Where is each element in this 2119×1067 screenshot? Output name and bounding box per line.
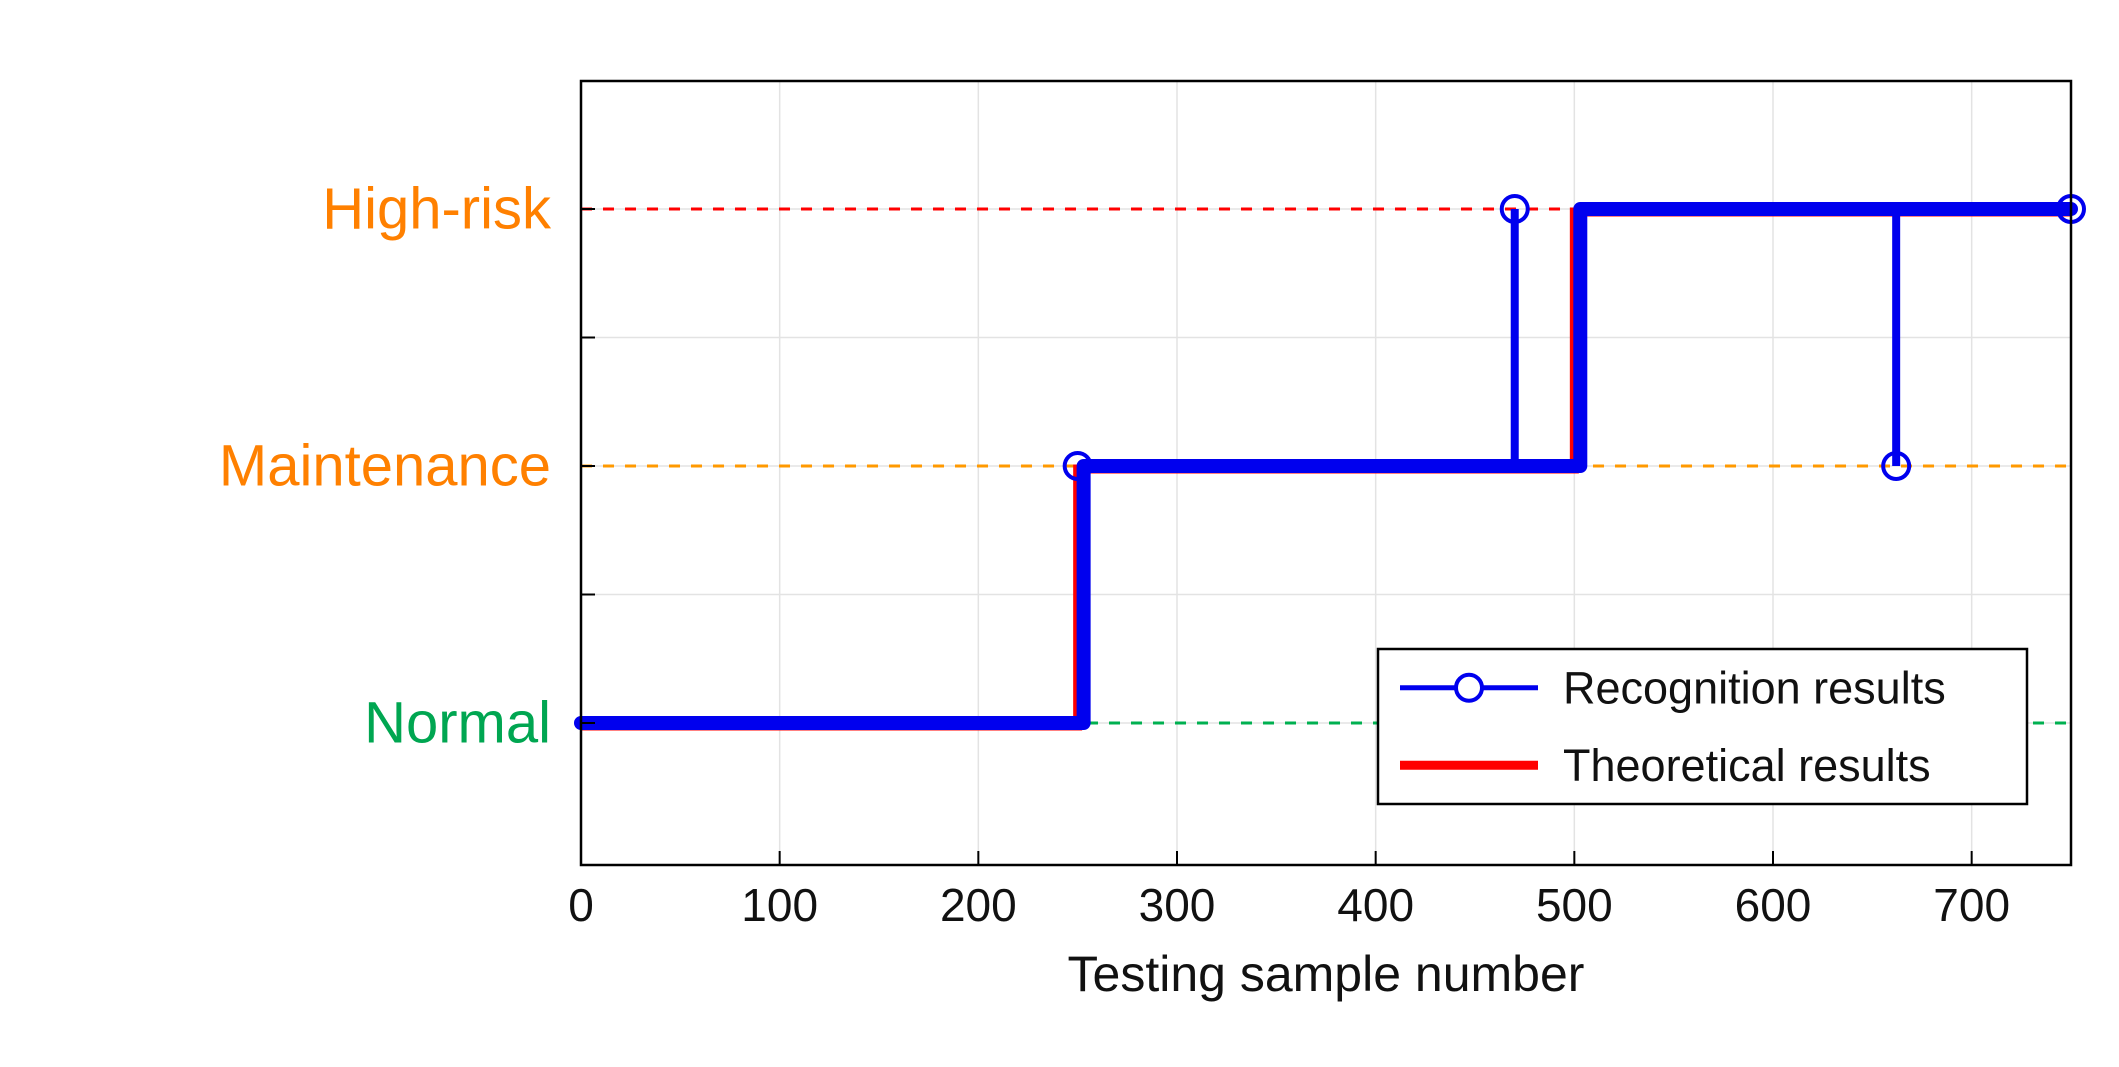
- x-tick-label: 200: [940, 879, 1017, 931]
- recognition-marker: [1499, 194, 1530, 224]
- legend-marker-sample: [1454, 672, 1484, 703]
- x-tick-label: 300: [1139, 879, 1216, 931]
- x-tick-label: 600: [1735, 879, 1812, 931]
- recognition-marker: [1062, 451, 1093, 481]
- series-recognition-results: [574, 202, 2078, 730]
- y-category-label-maintenance: Maintenance: [219, 434, 551, 499]
- y-category-label-high-risk: High-risk: [322, 177, 552, 242]
- legend-entry-label: Recognition results: [1563, 662, 1946, 713]
- y-category-label-normal: Normal: [364, 691, 551, 756]
- x-tick-label: 100: [741, 879, 818, 931]
- x-tick-label: 400: [1337, 879, 1414, 931]
- legend-entry-label: Theoretical results: [1563, 740, 1931, 791]
- plot-border: [579, 79, 2073, 867]
- x-axis-label: Testing sample number: [1068, 946, 1585, 1002]
- x-tick-label: 0: [568, 879, 594, 931]
- x-tick-label: 700: [1933, 879, 2010, 931]
- legend-box: [1376, 647, 2029, 806]
- recognition-marker: [1881, 451, 1912, 481]
- x-tick-label: 500: [1536, 879, 1613, 931]
